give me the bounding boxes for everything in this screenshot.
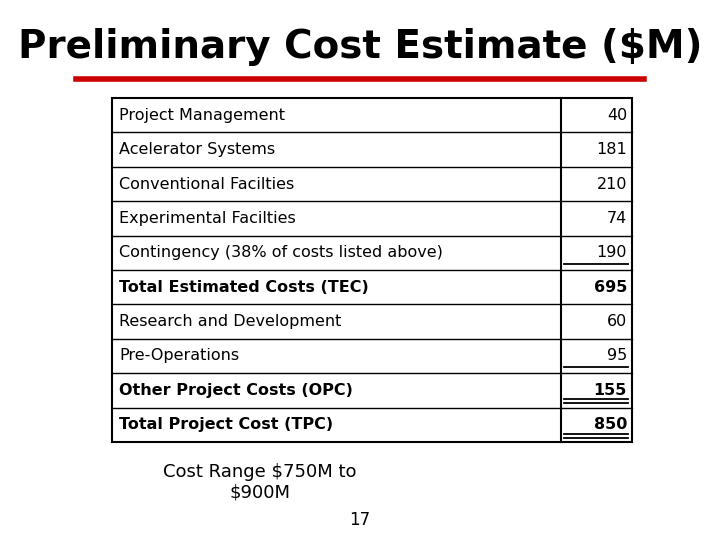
Text: 155: 155 [593,383,627,398]
Text: Other Project Costs (OPC): Other Project Costs (OPC) [119,383,353,398]
Text: Preliminary Cost Estimate ($M): Preliminary Cost Estimate ($M) [18,28,702,66]
Text: 210: 210 [596,177,627,192]
Bar [112,98,631,442]
Text: 695: 695 [593,280,627,295]
Text: Conventional Facilties: Conventional Facilties [119,177,294,192]
Text: Cost Range $750M to
$900M: Cost Range $750M to $900M [163,463,356,502]
Text: 190: 190 [596,245,627,260]
Text: 40: 40 [607,108,627,123]
Text: 95: 95 [607,348,627,363]
Text: Acelerator Systems: Acelerator Systems [119,142,275,157]
Text: Total Project Cost (TPC): Total Project Cost (TPC) [119,417,333,432]
Text: Pre-Operations: Pre-Operations [119,348,239,363]
Text: Contingency (38% of costs listed above): Contingency (38% of costs listed above) [119,245,443,260]
Text: 181: 181 [596,142,627,157]
Text: 17: 17 [349,511,371,529]
Text: Research and Development: Research and Development [119,314,341,329]
Text: Experimental Facilties: Experimental Facilties [119,211,296,226]
Text: 74: 74 [607,211,627,226]
Text: 850: 850 [593,417,627,432]
Text: Total Estimated Costs (TEC): Total Estimated Costs (TEC) [119,280,369,295]
Text: 60: 60 [607,314,627,329]
Text: Project Management: Project Management [119,108,285,123]
